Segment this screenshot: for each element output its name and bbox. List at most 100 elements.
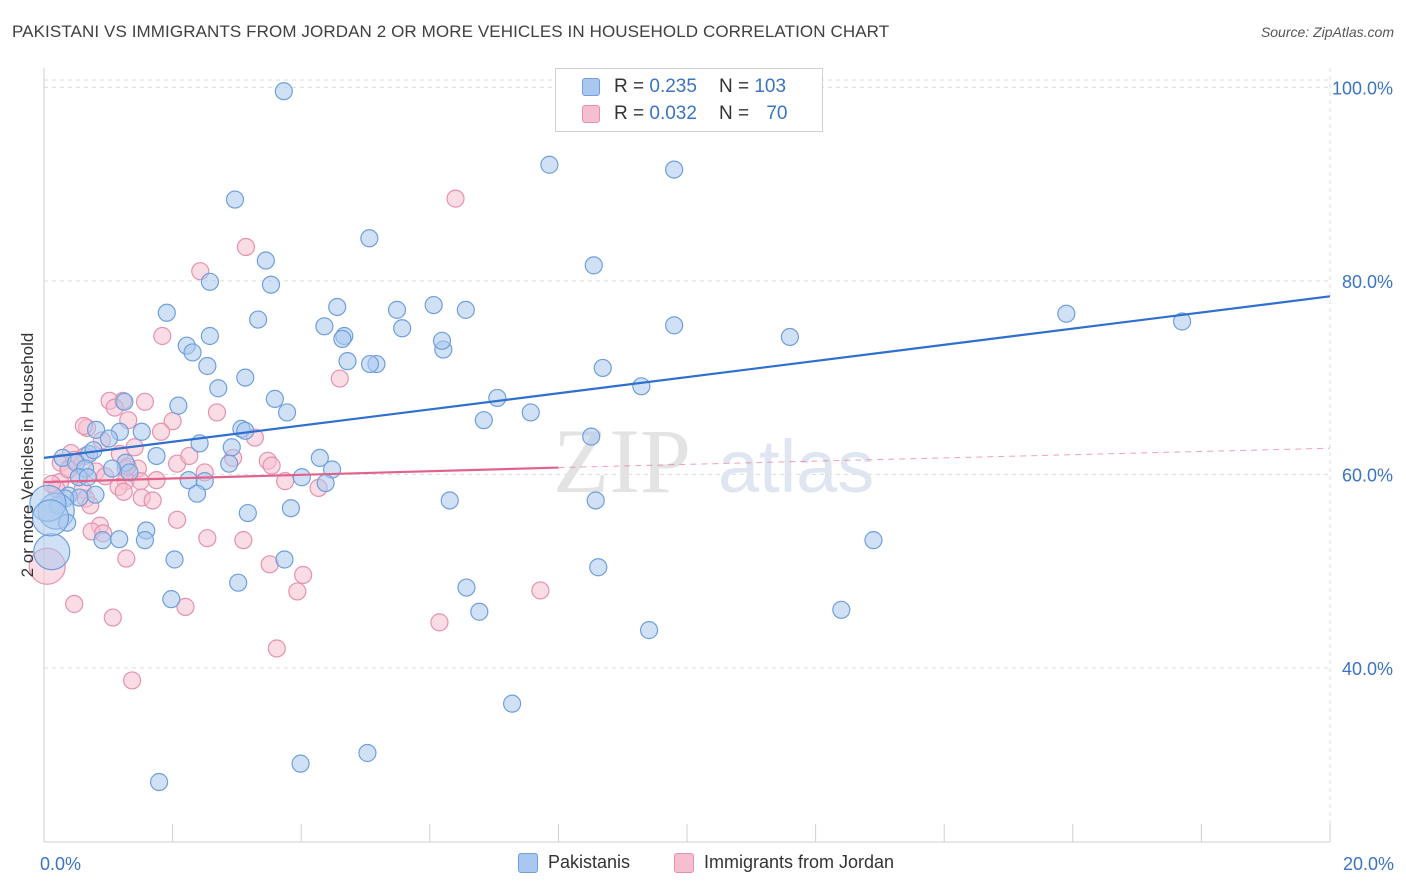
pakistani-point (315, 317, 334, 336)
chart-title: PAKISTANI VS IMMIGRANTS FROM JORDAN 2 OR… (12, 22, 890, 41)
pakistani-point (209, 379, 228, 398)
pakistani-point (220, 454, 239, 473)
jordan-point (168, 510, 187, 529)
legend-n-label: N = (718, 103, 750, 124)
y-tick-label: 40.0% (1342, 659, 1393, 679)
pakistani-point (589, 558, 608, 577)
source-credit: Source: ZipAtlas.com (1260, 24, 1394, 40)
pakistani-point (120, 463, 139, 482)
legend-swatch-blue (518, 852, 538, 873)
jordan-point (135, 392, 155, 411)
axes (43, 68, 1331, 843)
pakistani-point (582, 427, 601, 446)
pakistani-point (132, 422, 151, 441)
pakistani-trend-line (43, 295, 1331, 459)
legend-label-pakistanis: Pakistanis (548, 852, 631, 872)
pakistani-point (274, 82, 293, 101)
pakistani-point (135, 531, 155, 550)
y-tick-label: 60.0% (1342, 465, 1393, 485)
pakistani-point (387, 300, 407, 319)
pakistani-point (162, 590, 181, 609)
pakistani-point (200, 326, 219, 346)
pakistani-point (1173, 312, 1192, 331)
legend-swatch-pink (582, 105, 600, 123)
pakistani-point (832, 600, 851, 619)
pakistani-point (291, 754, 310, 773)
pakistani-point (310, 448, 329, 468)
y-axis-label: 2 or more Vehicles in Household (18, 332, 37, 578)
pakistani-point (584, 256, 603, 275)
pakistani-point (488, 388, 507, 408)
legend-r-label: R = (614, 76, 645, 97)
jordan-point (430, 613, 449, 632)
pakistani-point (360, 229, 379, 248)
jordan-point (234, 531, 253, 550)
legend-n-label: N = (718, 76, 750, 97)
legend-row-jordan: R = 0.032 N = 70 (582, 102, 787, 126)
pakistani-point (149, 772, 169, 792)
jordan-point (198, 529, 217, 548)
jordan-point (122, 671, 142, 690)
jordan-point (114, 482, 133, 501)
pakistani-point (169, 396, 188, 415)
pakistani-point (229, 573, 248, 592)
pakistani-point (639, 621, 659, 640)
pakistani-point (157, 303, 176, 322)
pakistani-point (470, 602, 489, 621)
legend-r-value: 0.032 (649, 103, 697, 124)
pakistani-point (864, 531, 883, 550)
pakistani-point (593, 358, 612, 378)
legend-row-pakistani: R = 0.235 N = 103 (582, 75, 786, 99)
pakistani-point (86, 420, 106, 439)
watermark: ZIP atlas (553, 410, 874, 512)
jordan-point (531, 581, 550, 600)
pakistani-point (86, 485, 105, 504)
pakistani-point (187, 484, 207, 503)
jordan-point (330, 369, 349, 388)
pakistani-point (316, 473, 335, 493)
pakistani-point (277, 403, 297, 422)
jordan-point (117, 549, 136, 568)
pakistani-point (665, 316, 684, 335)
jordan-point (236, 237, 256, 257)
pakistani-point (225, 190, 245, 209)
y-tick-label: 80.0% (1342, 272, 1393, 292)
pakistani-point (586, 491, 605, 510)
pakistani-point (256, 251, 275, 270)
legend-item-jordan: Immigrants from Jordan (674, 852, 894, 873)
jordan-point (262, 456, 281, 475)
tick-labels: 40.0% 60.0% 80.0% 100.0% 0.0% 20.0% (40, 78, 1394, 874)
jordan-trend-extension (558, 447, 1331, 469)
jordan-point (180, 446, 199, 466)
pakistani-point (78, 468, 97, 487)
jordan-point (151, 422, 171, 441)
jordan-point (143, 491, 162, 510)
pakistani-point (1057, 304, 1076, 323)
jordan-point (65, 594, 84, 614)
pakistani-point (103, 459, 122, 478)
pakistani-point (31, 499, 70, 537)
pakistani-point (99, 429, 119, 448)
watermark-atlas: atlas (718, 425, 874, 508)
jordan-point (103, 608, 122, 627)
jordan-point (294, 565, 313, 585)
pakistani-point (147, 446, 166, 466)
pakistani-point (281, 499, 301, 518)
pakistani-points (29, 82, 1192, 792)
x-tick-label: 20.0% (1343, 854, 1394, 874)
pakistani-point (393, 319, 412, 338)
legend-swatch-blue (582, 78, 600, 96)
pakistani-point (183, 343, 202, 362)
pakistani-point (333, 329, 352, 348)
jordan-point (288, 582, 307, 601)
pakistani-point (222, 438, 241, 457)
pakistani-point (338, 352, 357, 371)
legend-item-pakistanis: Pakistanis (518, 852, 630, 873)
pakistani-point (424, 295, 443, 315)
pakistani-point (165, 550, 184, 569)
y-tick-label: 100.0% (1332, 78, 1393, 98)
legend-swatch-pink (674, 852, 694, 873)
pakistani-point (33, 533, 71, 571)
jordan-point (207, 403, 227, 422)
